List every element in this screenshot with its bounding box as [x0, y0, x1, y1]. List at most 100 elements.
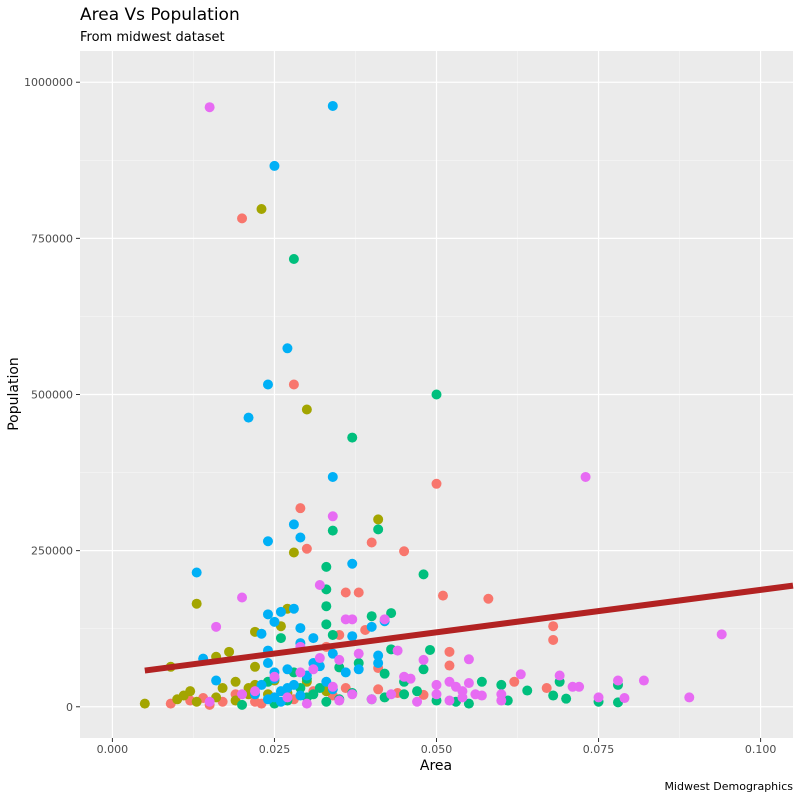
- y-tick-label: 750000: [31, 232, 73, 245]
- data-point: [301, 404, 312, 415]
- data-point: [288, 547, 299, 558]
- data-point: [386, 608, 397, 619]
- data-point: [295, 623, 306, 634]
- data-point: [463, 654, 474, 665]
- x-axis-title: Area: [420, 758, 452, 774]
- data-point: [476, 690, 487, 701]
- data-point: [217, 683, 228, 694]
- data-point: [496, 695, 507, 706]
- data-point: [327, 471, 338, 482]
- x-tick-label: 0.100: [745, 743, 777, 756]
- data-point: [211, 675, 222, 686]
- data-point: [295, 532, 306, 543]
- data-point: [321, 619, 332, 630]
- data-point: [366, 694, 377, 705]
- chart-subtitle: From midwest dataset: [80, 30, 225, 45]
- data-point: [463, 698, 474, 709]
- data-point: [256, 628, 267, 639]
- data-point: [463, 678, 474, 689]
- data-point: [366, 611, 377, 622]
- data-point: [373, 524, 384, 535]
- data-point: [522, 685, 533, 696]
- data-point: [308, 633, 319, 644]
- data-point: [172, 694, 183, 705]
- data-point: [269, 616, 280, 627]
- data-point: [373, 684, 384, 695]
- data-point: [282, 664, 293, 675]
- data-point: [211, 621, 222, 632]
- data-point: [282, 692, 293, 703]
- data-point: [418, 664, 429, 675]
- data-point: [262, 694, 273, 705]
- data-point: [321, 561, 332, 572]
- data-point: [418, 654, 429, 665]
- data-point: [509, 676, 520, 687]
- data-point: [399, 546, 410, 557]
- data-point: [593, 692, 604, 703]
- data-point: [288, 519, 299, 530]
- data-point: [431, 679, 442, 690]
- data-point: [379, 614, 390, 625]
- data-point: [314, 579, 325, 590]
- data-point: [250, 661, 261, 672]
- data-point: [282, 343, 293, 354]
- x-tick-label: 0.025: [259, 743, 291, 756]
- data-point: [237, 213, 248, 224]
- data-point: [366, 621, 377, 632]
- data-point: [476, 676, 487, 687]
- data-point: [548, 690, 559, 701]
- data-point: [308, 664, 319, 675]
- data-point: [295, 503, 306, 514]
- data-point: [295, 690, 306, 701]
- data-points: [139, 100, 727, 710]
- plot-panel: [80, 51, 794, 738]
- data-point: [548, 621, 559, 632]
- data-point: [262, 658, 273, 669]
- data-point: [444, 660, 455, 671]
- data-point: [554, 670, 565, 681]
- data-point: [327, 100, 338, 111]
- data-point: [262, 379, 273, 390]
- data-point: [295, 667, 306, 678]
- data-point: [496, 679, 507, 690]
- data-point: [301, 543, 312, 554]
- data-point: [191, 598, 202, 609]
- data-point: [373, 658, 384, 669]
- data-point: [191, 567, 202, 578]
- data-point: [327, 629, 338, 640]
- data-point: [347, 631, 358, 642]
- data-point: [230, 676, 241, 687]
- data-point: [321, 601, 332, 612]
- data-point: [301, 698, 312, 709]
- data-point: [373, 650, 384, 661]
- data-point: [334, 695, 345, 706]
- x-axis-ticks: 0.000 0.025 0.050 0.075 0.100: [97, 738, 777, 756]
- data-point: [327, 511, 338, 522]
- data-point: [191, 696, 202, 707]
- data-point: [366, 537, 377, 548]
- data-point: [353, 664, 364, 675]
- data-point: [275, 606, 286, 617]
- data-point: [224, 646, 235, 657]
- data-point: [256, 204, 267, 215]
- data-point: [340, 667, 351, 678]
- data-point: [418, 569, 429, 580]
- data-point: [327, 648, 338, 659]
- data-point: [314, 683, 325, 694]
- data-point: [444, 646, 455, 657]
- data-point: [321, 696, 332, 707]
- y-tick-label: 0: [66, 701, 73, 714]
- data-point: [716, 629, 727, 640]
- data-point: [237, 699, 248, 710]
- data-point: [204, 102, 215, 113]
- data-point: [386, 689, 397, 700]
- data-point: [288, 253, 299, 264]
- data-point: [269, 160, 280, 171]
- chart-title: Area Vs Population: [80, 5, 240, 25]
- data-point: [412, 696, 423, 707]
- data-point: [580, 471, 591, 482]
- data-point: [431, 389, 442, 400]
- chart-caption: Midwest Demographics: [664, 780, 793, 793]
- y-tick-label: 500000: [31, 389, 73, 402]
- data-point: [612, 675, 623, 686]
